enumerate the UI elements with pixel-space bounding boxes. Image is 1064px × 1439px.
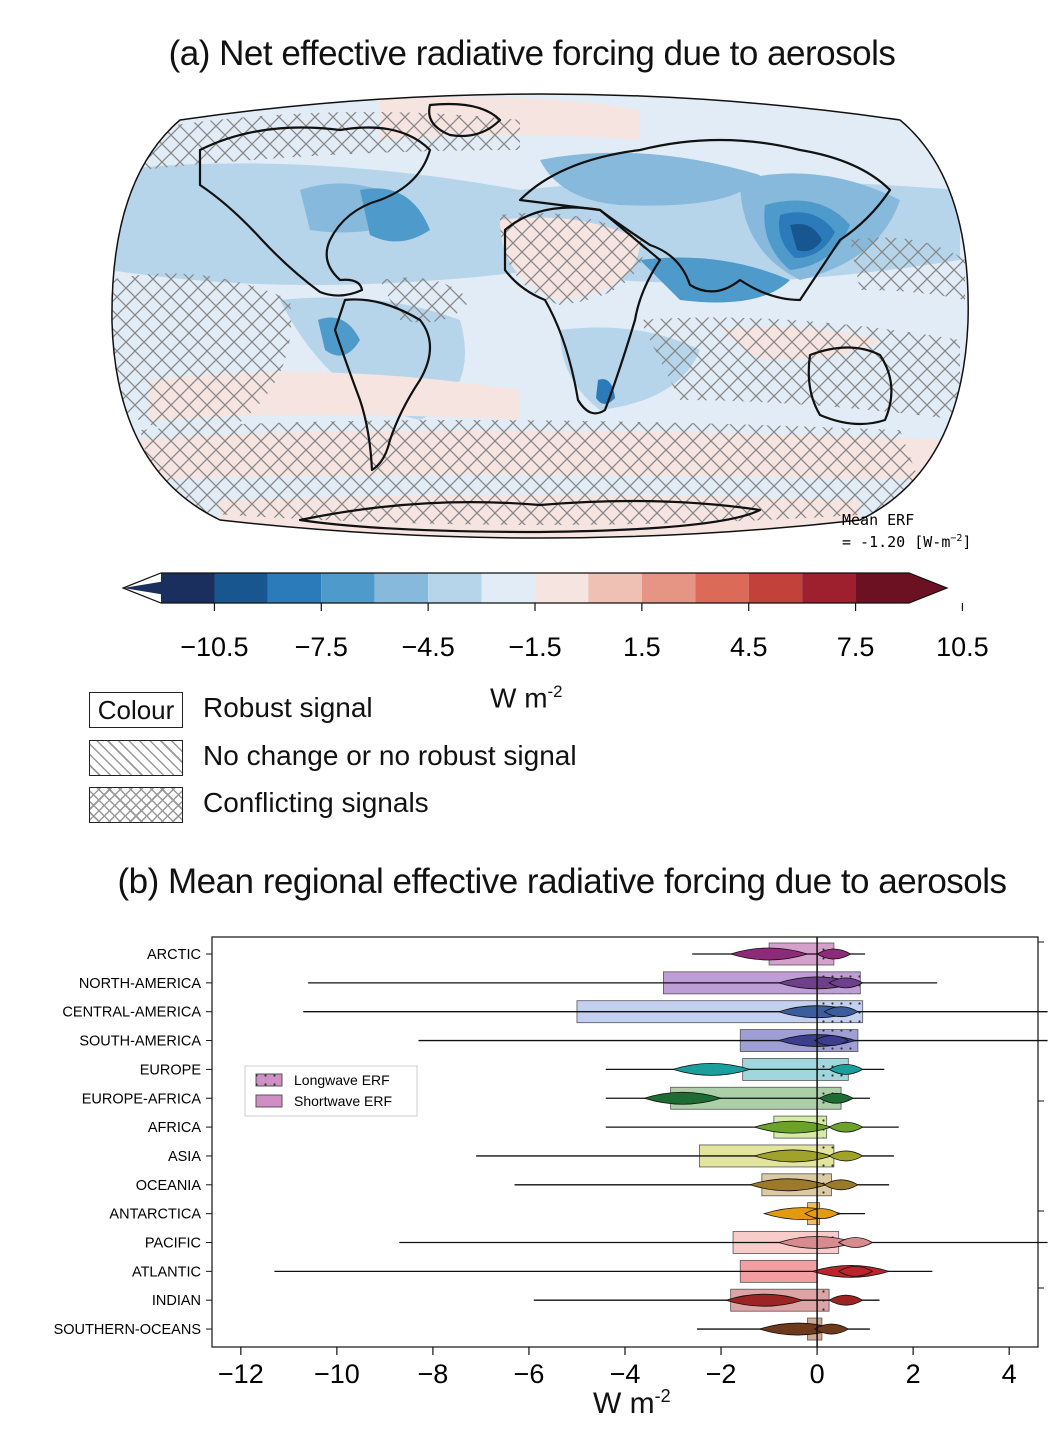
- category-label: SOUTH-AMERICA: [79, 1034, 201, 1050]
- legend-longwave-label: Longwave ERF: [294, 1072, 390, 1088]
- colorbar-cells: [121, 572, 949, 604]
- panel-b-title: (b) Mean regional effective radiative fo…: [117, 862, 1007, 901]
- violin-body: [671, 1063, 752, 1076]
- mean-erf-label: Mean ERF: [842, 511, 914, 529]
- regional-erf-chart: ARCTIC NORTH-AMERICA CENTRAL-AMERICA SOUTH-…: [54, 936, 1048, 1389]
- colorbar-cell: [321, 573, 375, 603]
- x-tick-label: 4: [1002, 1359, 1017, 1389]
- coastlines: [198, 102, 893, 534]
- panel-a-title: (a) Net effective radiative forcing due …: [168, 34, 896, 73]
- category-label: EUROPE-AFRICA: [82, 1091, 202, 1107]
- violin-body: [816, 948, 852, 960]
- colorbar-tick-label: −4.5: [401, 632, 454, 662]
- legend-robust-label: Robust signal: [203, 692, 373, 723]
- plot-frame: [211, 936, 1039, 1348]
- violin-body: [828, 977, 864, 989]
- legend-nochange-swatch: [89, 740, 183, 776]
- violins: [274, 937, 1048, 1347]
- violin-body: [823, 1179, 859, 1191]
- x-tick-label: −12: [218, 1359, 264, 1389]
- colorbar: −10.5 −7.5 −4.5 −1.5 1.5 4.5 7.5 10.5: [121, 572, 989, 662]
- violin-body: [828, 1121, 864, 1133]
- violin-body: [724, 1293, 805, 1307]
- category-label: OCEANIA: [136, 1178, 202, 1194]
- violin-body: [804, 1208, 840, 1220]
- category-label: INDIAN: [152, 1293, 201, 1309]
- colorbar-cell: [588, 573, 642, 603]
- colorbar-tick-label: 10.5: [936, 632, 989, 662]
- legend-conflict-swatch: [89, 787, 183, 823]
- category-label: ANTARCTICA: [109, 1207, 201, 1223]
- colorbar-outline: [121, 572, 949, 604]
- violin-body: [813, 1035, 850, 1046]
- colorbar-tick-label: 7.5: [837, 632, 875, 662]
- colorbar-cell: [481, 573, 535, 603]
- legend-b: Longwave ERF Shortwave ERF: [244, 1065, 418, 1117]
- legend-conflict-label: Conflicting signals: [203, 787, 429, 818]
- colorbar-tick-label: −10.5: [180, 632, 248, 662]
- violin-body: [729, 947, 809, 961]
- colorbar-cell: [641, 573, 696, 603]
- colorbar-cell: [374, 573, 429, 603]
- colorbar-cell: [535, 573, 589, 603]
- colorbar-cell: [428, 573, 482, 603]
- legend-shortwave-swatch: [255, 1094, 283, 1108]
- category-label: CENTRAL-AMERICA: [62, 1005, 201, 1021]
- x-tick-label: 0: [810, 1359, 825, 1389]
- violin-body: [828, 1150, 864, 1162]
- x-axis-unit: W m-2: [593, 1386, 671, 1420]
- violin-body: [823, 1006, 859, 1018]
- category-label: ATLANTIC: [132, 1264, 201, 1280]
- violin-body: [642, 1091, 723, 1105]
- violin-body: [837, 1265, 874, 1277]
- aerosol-erf-map: Mean ERF = -1.20 [W-m−2]: [111, 93, 971, 551]
- colorbar-tick-label: 1.5: [623, 632, 661, 662]
- category-label: AFRICA: [148, 1120, 202, 1136]
- category-label: SOUTHERN-OCEANS: [54, 1322, 201, 1338]
- colorbar-unit: W m-2: [490, 682, 563, 714]
- violin-body: [828, 1064, 864, 1075]
- map-field: [111, 94, 969, 538]
- colorbar-ticks: −10.5 −7.5 −4.5 −1.5 1.5 4.5 7.5 10.5: [180, 603, 989, 662]
- legend-colour-box: Colour: [89, 692, 183, 728]
- map-border: [111, 93, 969, 539]
- colorbar-tick-label: −7.5: [295, 632, 348, 662]
- colorbar-cell: [267, 573, 322, 603]
- x-tick-label: −10: [314, 1359, 360, 1389]
- category-label: ASIA: [168, 1149, 201, 1165]
- mean-erf-value: = -1.20 [W-m−2]: [842, 533, 971, 551]
- x-tick-label: −2: [706, 1359, 737, 1389]
- x-tick-label: −4: [610, 1359, 641, 1389]
- category-labels: ARCTIC NORTH-AMERICA CENTRAL-AMERICA SOUTH-…: [54, 941, 1044, 1338]
- colorbar-cell: [909, 573, 947, 603]
- x-tick-label: −6: [514, 1359, 545, 1389]
- colorbar-cell: [695, 573, 749, 603]
- category-label: PACIFIC: [145, 1236, 201, 1252]
- legend-longwave-dots: [256, 1074, 282, 1086]
- colorbar-cell: [748, 573, 803, 603]
- violin-body: [813, 1323, 850, 1335]
- x-tick-label: −8: [418, 1359, 449, 1389]
- bars: [576, 942, 864, 1341]
- violin-body: [818, 1092, 854, 1104]
- category-label: EUROPE: [140, 1062, 202, 1078]
- category-label: ARCTIC: [147, 947, 201, 963]
- colorbar-cell: [802, 573, 856, 603]
- legend-nochange-label: No change or no robust signal: [203, 740, 577, 771]
- colorbar-tick-label: 4.5: [730, 632, 768, 662]
- x-ticks: −12 −10 −8 −6 −4 −2 0 2 4: [218, 1347, 1017, 1389]
- colorbar-tick-label: −1.5: [508, 632, 561, 662]
- violin-body: [837, 1237, 874, 1248]
- colorbar-cell: [161, 573, 215, 603]
- x-tick-label: 2: [906, 1359, 921, 1389]
- colorbar-cell: [214, 573, 268, 603]
- violin-body: [828, 1294, 864, 1306]
- category-label: NORTH-AMERICA: [79, 976, 202, 992]
- colorbar-cell: [855, 573, 909, 603]
- legend-shortwave-label: Shortwave ERF: [294, 1093, 392, 1109]
